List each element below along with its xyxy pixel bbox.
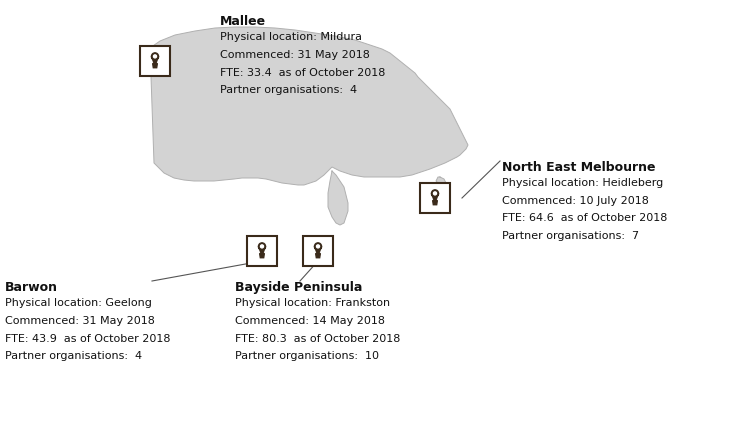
Polygon shape: [436, 177, 446, 187]
Text: FTE: 43.9  as of October 2018: FTE: 43.9 as of October 2018: [5, 333, 170, 343]
Text: Commenced: 31 May 2018: Commenced: 31 May 2018: [220, 50, 370, 60]
Circle shape: [258, 243, 266, 250]
Text: Physical location: Heidleberg: Physical location: Heidleberg: [502, 178, 663, 188]
Polygon shape: [150, 27, 468, 185]
Text: Partner organisations:  10: Partner organisations: 10: [235, 351, 379, 361]
Polygon shape: [315, 253, 321, 258]
Circle shape: [261, 245, 264, 248]
Polygon shape: [260, 253, 264, 258]
Bar: [420, 183, 450, 213]
Text: FTE: 64.6  as of October 2018: FTE: 64.6 as of October 2018: [502, 213, 668, 223]
Circle shape: [432, 190, 439, 197]
Bar: [247, 236, 277, 266]
Polygon shape: [315, 246, 321, 255]
Bar: [140, 46, 170, 76]
Circle shape: [316, 245, 319, 248]
Polygon shape: [328, 171, 348, 225]
Bar: [303, 236, 333, 266]
Text: Mallee: Mallee: [220, 15, 266, 28]
Text: Partner organisations:  4: Partner organisations: 4: [220, 85, 357, 95]
Polygon shape: [433, 200, 437, 205]
Polygon shape: [152, 64, 158, 68]
Circle shape: [153, 55, 156, 58]
Text: Physical location: Mildura: Physical location: Mildura: [220, 32, 362, 42]
Circle shape: [433, 192, 436, 195]
Circle shape: [152, 53, 158, 60]
Polygon shape: [152, 56, 158, 66]
Text: Partner organisations:  7: Partner organisations: 7: [502, 231, 639, 241]
Text: FTE: 80.3  as of October 2018: FTE: 80.3 as of October 2018: [235, 333, 400, 343]
Text: Bayside Peninsula: Bayside Peninsula: [235, 281, 363, 294]
Text: FTE: 33.4  as of October 2018: FTE: 33.4 as of October 2018: [220, 68, 385, 78]
Polygon shape: [432, 194, 439, 203]
Polygon shape: [258, 246, 266, 255]
Text: Physical location: Geelong: Physical location: Geelong: [5, 298, 152, 308]
Circle shape: [315, 243, 321, 250]
Text: Partner organisations:  4: Partner organisations: 4: [5, 351, 142, 361]
Text: Commenced: 10 July 2018: Commenced: 10 July 2018: [502, 196, 649, 206]
Text: Physical location: Frankston: Physical location: Frankston: [235, 298, 390, 308]
Text: North East Melbourne: North East Melbourne: [502, 161, 656, 174]
Text: Commenced: 14 May 2018: Commenced: 14 May 2018: [235, 316, 385, 326]
Text: Commenced: 31 May 2018: Commenced: 31 May 2018: [5, 316, 155, 326]
Text: Barwon: Barwon: [5, 281, 58, 294]
